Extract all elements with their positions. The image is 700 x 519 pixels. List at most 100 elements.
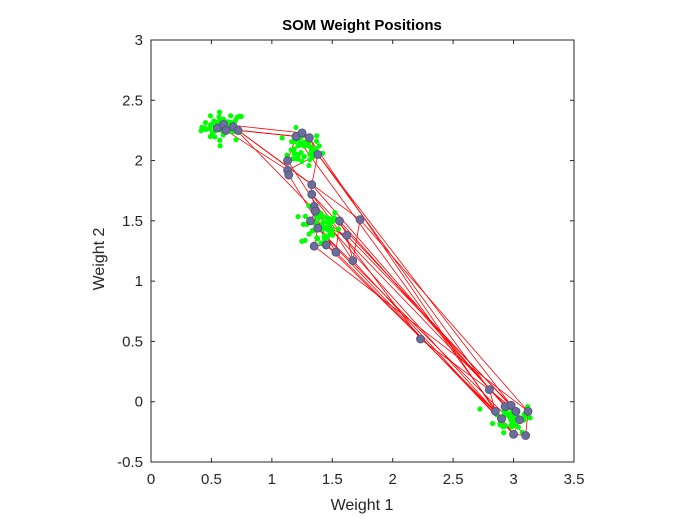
data-point — [293, 124, 299, 131]
data-point — [288, 147, 294, 153]
data-point — [314, 133, 320, 139]
som-neuron — [307, 180, 317, 190]
neuron-connection — [232, 126, 316, 212]
data-point — [306, 231, 312, 237]
data-point — [302, 237, 308, 243]
data-point — [217, 143, 223, 149]
data-point — [279, 135, 285, 141]
data-point — [295, 213, 301, 220]
neuron-connection — [287, 160, 354, 261]
data-point — [212, 134, 218, 140]
som-neuron — [355, 215, 365, 225]
data-point — [324, 219, 331, 225]
som-neuron — [284, 170, 294, 180]
som-neuron — [497, 414, 506, 423]
som-neuron — [335, 216, 344, 226]
data-point — [295, 156, 301, 162]
neuron-connection — [315, 210, 502, 419]
data-point — [527, 415, 533, 421]
y-tick-label: 1 — [135, 273, 143, 290]
neuron-connection — [311, 184, 506, 407]
som-neuron — [523, 406, 533, 416]
data-point — [301, 153, 307, 160]
x-tick-label: 1.5 — [322, 471, 343, 488]
data-point — [332, 210, 338, 216]
neuron-connection — [295, 136, 514, 435]
x-tick-label: 1 — [268, 471, 276, 488]
y-tick-label: 1.5 — [122, 213, 143, 230]
som-neuron — [484, 385, 494, 395]
data-point — [299, 158, 305, 164]
som-neuron — [310, 206, 320, 216]
data-point — [207, 113, 214, 119]
data-point — [302, 213, 308, 219]
data-point — [316, 143, 322, 149]
neuron-connection — [352, 219, 361, 261]
data-point — [314, 236, 321, 242]
y-tick-label: 2 — [135, 153, 143, 170]
neuron-connection — [420, 338, 490, 390]
som-neuron — [233, 126, 243, 135]
data-point — [489, 420, 496, 427]
axes-frame — [150, 39, 575, 463]
x-axis-ticks: 0 0.5 1 1.5 2 2.5 3 3.5 — [147, 40, 585, 488]
connections-layer — [217, 124, 529, 436]
neuron-connection — [317, 154, 512, 406]
data-point — [515, 424, 521, 430]
data-point — [308, 144, 314, 151]
neuron-connection — [225, 130, 288, 171]
data-point — [315, 214, 321, 220]
som-neuron — [297, 128, 307, 138]
neuron-connection — [346, 235, 512, 406]
som-neuron — [511, 406, 521, 416]
som-neuron — [221, 126, 231, 135]
neuron-connection — [313, 245, 529, 412]
data-point — [202, 125, 208, 131]
data-point — [477, 406, 483, 412]
data-point — [321, 225, 327, 232]
data-point — [306, 162, 312, 169]
data-point — [506, 411, 512, 417]
chart-title: SOM Weight Positions — [282, 17, 442, 34]
x-tick-label: 3.5 — [564, 471, 585, 488]
som-neuron — [283, 156, 292, 165]
data-point — [301, 139, 308, 145]
y-tick-label: -0.5 — [117, 454, 143, 471]
y-tick-label: 2.5 — [122, 92, 143, 109]
x-tick-label: 3 — [509, 471, 517, 488]
plot-area — [150, 39, 575, 463]
data-point — [202, 120, 209, 126]
data-point — [298, 149, 304, 156]
data-point — [335, 226, 342, 232]
som-neuron — [304, 133, 314, 143]
y-tick-label: 0 — [135, 394, 143, 411]
som-neuron — [342, 230, 352, 240]
som-neuron — [509, 429, 518, 439]
data-point — [327, 229, 334, 236]
data-point — [325, 215, 331, 221]
data-point — [216, 109, 223, 115]
som-neuron — [306, 216, 315, 226]
data-point — [216, 114, 222, 120]
neurons-layer — [213, 120, 533, 440]
neuron-connection — [352, 260, 514, 435]
som-neuron — [506, 400, 516, 410]
data-point — [307, 157, 313, 163]
som-neuron — [307, 189, 317, 199]
data-point — [501, 430, 507, 436]
som-neuron — [331, 247, 341, 257]
x-tick-label: 0 — [147, 471, 155, 488]
data-point — [318, 210, 324, 216]
som-neuron — [348, 256, 358, 266]
data-point — [313, 138, 320, 144]
data-point — [508, 424, 515, 430]
x-axis-label: Weight 1 — [331, 497, 394, 514]
data-point — [233, 137, 239, 143]
neuron-connection — [301, 132, 490, 390]
data-point — [228, 113, 234, 119]
x-tick-label: 0.5 — [201, 471, 222, 488]
som-neuron — [309, 241, 319, 251]
neuron-connection — [335, 220, 340, 253]
plot-background — [151, 40, 574, 462]
